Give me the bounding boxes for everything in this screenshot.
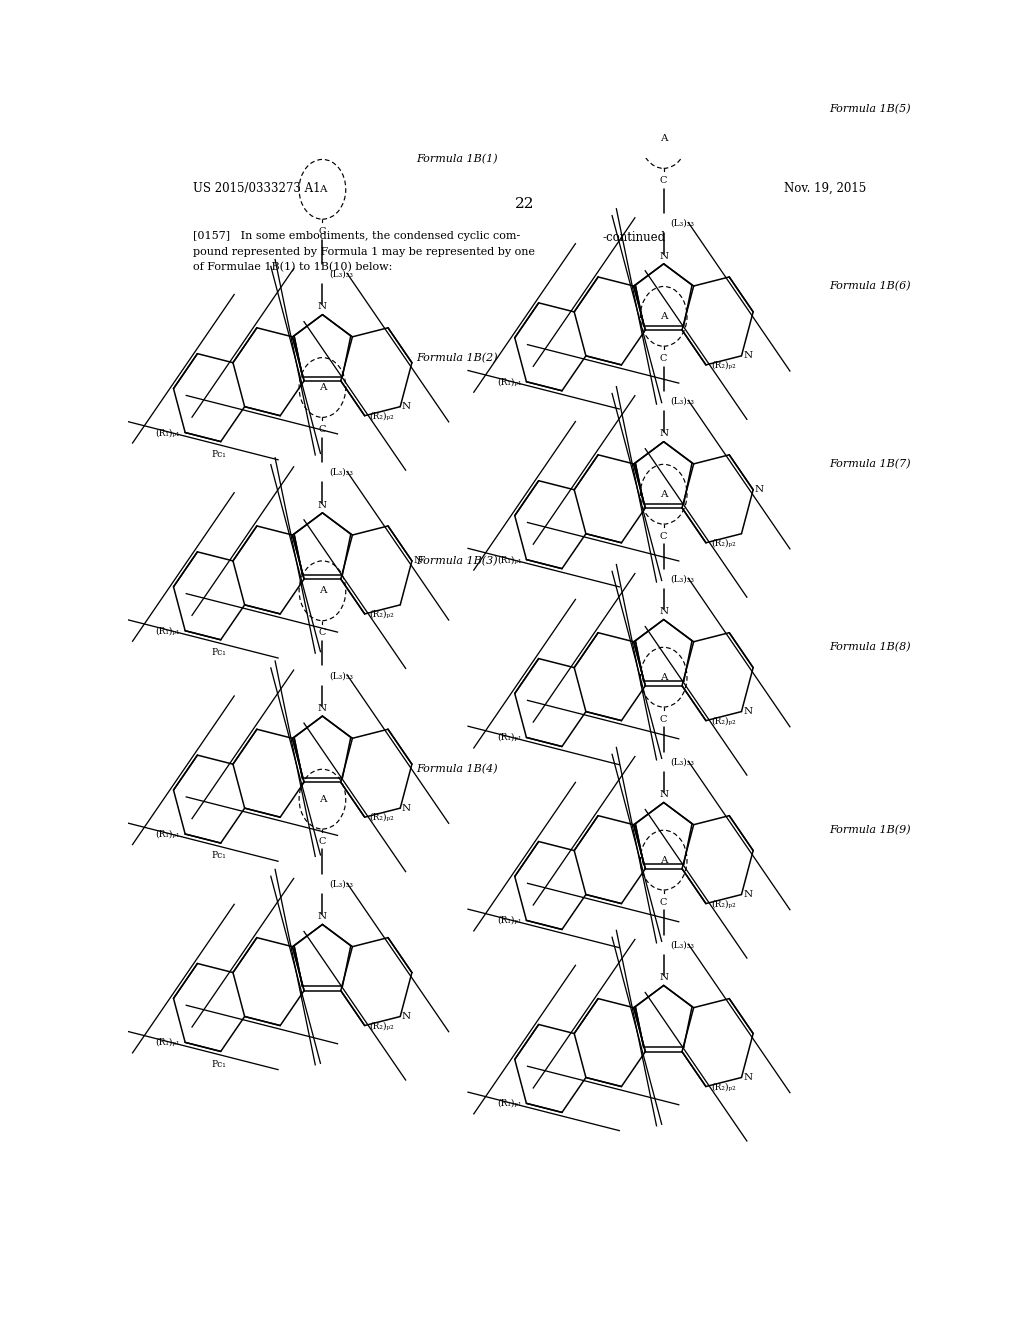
Text: Formula 1B(3): Formula 1B(3) bbox=[417, 556, 498, 566]
Text: (R₂)ₚ₂: (R₂)ₚ₂ bbox=[370, 1022, 394, 1030]
Text: N: N bbox=[317, 500, 327, 510]
Text: (R₂)ₚ₂: (R₂)ₚ₂ bbox=[711, 717, 735, 725]
Text: (R₂)ₚ₂: (R₂)ₚ₂ bbox=[711, 899, 735, 908]
Text: (L₃)₃₃: (L₃)₃₃ bbox=[329, 467, 352, 477]
Text: (R₁)ₚ₁: (R₁)ₚ₁ bbox=[156, 428, 180, 437]
Text: N: N bbox=[743, 890, 753, 899]
Text: N: N bbox=[659, 973, 669, 982]
Text: N: N bbox=[317, 302, 327, 312]
Text: Pc₁: Pc₁ bbox=[212, 648, 226, 657]
Text: (R₁)ₚ₁: (R₁)ₚ₁ bbox=[497, 1098, 521, 1107]
Text: (L₃)₃₃: (L₃)₃₃ bbox=[670, 396, 694, 405]
Text: Formula 1B(8): Formula 1B(8) bbox=[829, 642, 910, 652]
Text: A: A bbox=[318, 383, 327, 392]
Text: (R₂)ₚ₂: (R₂)ₚ₂ bbox=[711, 1082, 735, 1092]
Text: (R₂)ₚ₂: (R₂)ₚ₂ bbox=[711, 539, 735, 548]
Text: US 2015/0333273 A1: US 2015/0333273 A1 bbox=[194, 182, 321, 195]
Text: Formula 1B(2): Formula 1B(2) bbox=[417, 352, 498, 363]
Text: Formula 1B(7): Formula 1B(7) bbox=[829, 459, 910, 470]
Text: N: N bbox=[659, 791, 669, 800]
Text: Formula 1B(9): Formula 1B(9) bbox=[829, 825, 910, 836]
Text: A: A bbox=[659, 855, 668, 865]
Text: A: A bbox=[318, 586, 327, 595]
Text: (L₃)₃₃: (L₃)₃₃ bbox=[670, 758, 694, 767]
Text: N: N bbox=[317, 704, 327, 713]
Text: N: N bbox=[659, 252, 669, 260]
Text: Formula 1B(4): Formula 1B(4) bbox=[417, 764, 498, 775]
Text: N: N bbox=[414, 557, 423, 565]
Text: N: N bbox=[317, 912, 327, 921]
Text: N: N bbox=[401, 804, 411, 813]
Text: C: C bbox=[660, 354, 668, 363]
Text: Pc₁: Pc₁ bbox=[212, 450, 226, 459]
Text: A: A bbox=[659, 673, 668, 681]
Text: C: C bbox=[318, 227, 326, 236]
Text: (L₃)₃₃: (L₃)₃₃ bbox=[329, 879, 352, 888]
Text: N: N bbox=[659, 607, 669, 616]
Text: N: N bbox=[659, 429, 669, 438]
Text: C: C bbox=[660, 714, 668, 723]
Text: (R₁)ₚ₁: (R₁)ₚ₁ bbox=[497, 378, 521, 387]
Text: (R₁)ₚ₁: (R₁)ₚ₁ bbox=[156, 829, 180, 838]
Text: Nov. 19, 2015: Nov. 19, 2015 bbox=[783, 182, 866, 195]
Text: (R₁)ₚ₁: (R₁)ₚ₁ bbox=[156, 1038, 180, 1047]
Text: pound represented by Formula 1 may be represented by one: pound represented by Formula 1 may be re… bbox=[194, 247, 536, 257]
Text: Pc₁: Pc₁ bbox=[212, 1060, 226, 1069]
Text: A: A bbox=[318, 185, 327, 194]
Text: Formula 1B(6): Formula 1B(6) bbox=[829, 281, 910, 292]
Text: (L₃)₃₃: (L₃)₃₃ bbox=[670, 940, 694, 949]
Text: (L₃)₃₃: (L₃)₃₃ bbox=[670, 219, 694, 228]
Text: (R₂)ₚ₂: (R₂)ₚ₂ bbox=[370, 813, 394, 821]
Text: A: A bbox=[659, 312, 668, 321]
Text: Formula 1B(5): Formula 1B(5) bbox=[829, 103, 910, 114]
Text: (L₃)₃₃: (L₃)₃₃ bbox=[670, 574, 694, 583]
Text: C: C bbox=[660, 176, 668, 185]
Text: (R₂)ₚ₂: (R₂)ₚ₂ bbox=[370, 610, 394, 618]
Text: N: N bbox=[743, 351, 753, 360]
Text: of Formulae 1B(1) to 1B(10) below:: of Formulae 1B(1) to 1B(10) below: bbox=[194, 263, 392, 272]
Text: A: A bbox=[318, 795, 327, 804]
Text: Formula 1B(1): Formula 1B(1) bbox=[417, 154, 498, 165]
Text: [0157]   In some embodiments, the condensed cyclic com-: [0157] In some embodiments, the condense… bbox=[194, 231, 520, 240]
Text: -continued: -continued bbox=[602, 231, 666, 244]
Text: (R₂)ₚ₂: (R₂)ₚ₂ bbox=[711, 360, 735, 370]
Text: N: N bbox=[401, 1012, 411, 1020]
Text: N: N bbox=[743, 1073, 753, 1082]
Text: N: N bbox=[401, 403, 411, 411]
Text: C: C bbox=[318, 425, 326, 434]
Text: (R₂)ₚ₂: (R₂)ₚ₂ bbox=[370, 412, 394, 420]
Text: (L₃)₃₃: (L₃)₃₃ bbox=[329, 671, 352, 680]
Text: (R₁)ₚ₁: (R₁)ₚ₁ bbox=[497, 916, 521, 925]
Text: C: C bbox=[660, 532, 668, 541]
Text: (R₁)ₚ₁: (R₁)ₚ₁ bbox=[497, 556, 521, 564]
Text: (L₃)₃₃: (L₃)₃₃ bbox=[329, 269, 352, 279]
Text: (R₁)ₚ₁: (R₁)ₚ₁ bbox=[156, 626, 180, 635]
Text: C: C bbox=[318, 837, 326, 846]
Text: N: N bbox=[743, 708, 753, 715]
Text: C: C bbox=[660, 898, 668, 907]
Text: A: A bbox=[659, 490, 668, 499]
Text: Pc₁: Pc₁ bbox=[212, 851, 226, 861]
Text: 22: 22 bbox=[515, 197, 535, 211]
Text: C: C bbox=[318, 628, 326, 638]
Text: N: N bbox=[755, 486, 764, 494]
Text: A: A bbox=[659, 133, 668, 143]
Text: (R₁)ₚ₁: (R₁)ₚ₁ bbox=[497, 733, 521, 742]
